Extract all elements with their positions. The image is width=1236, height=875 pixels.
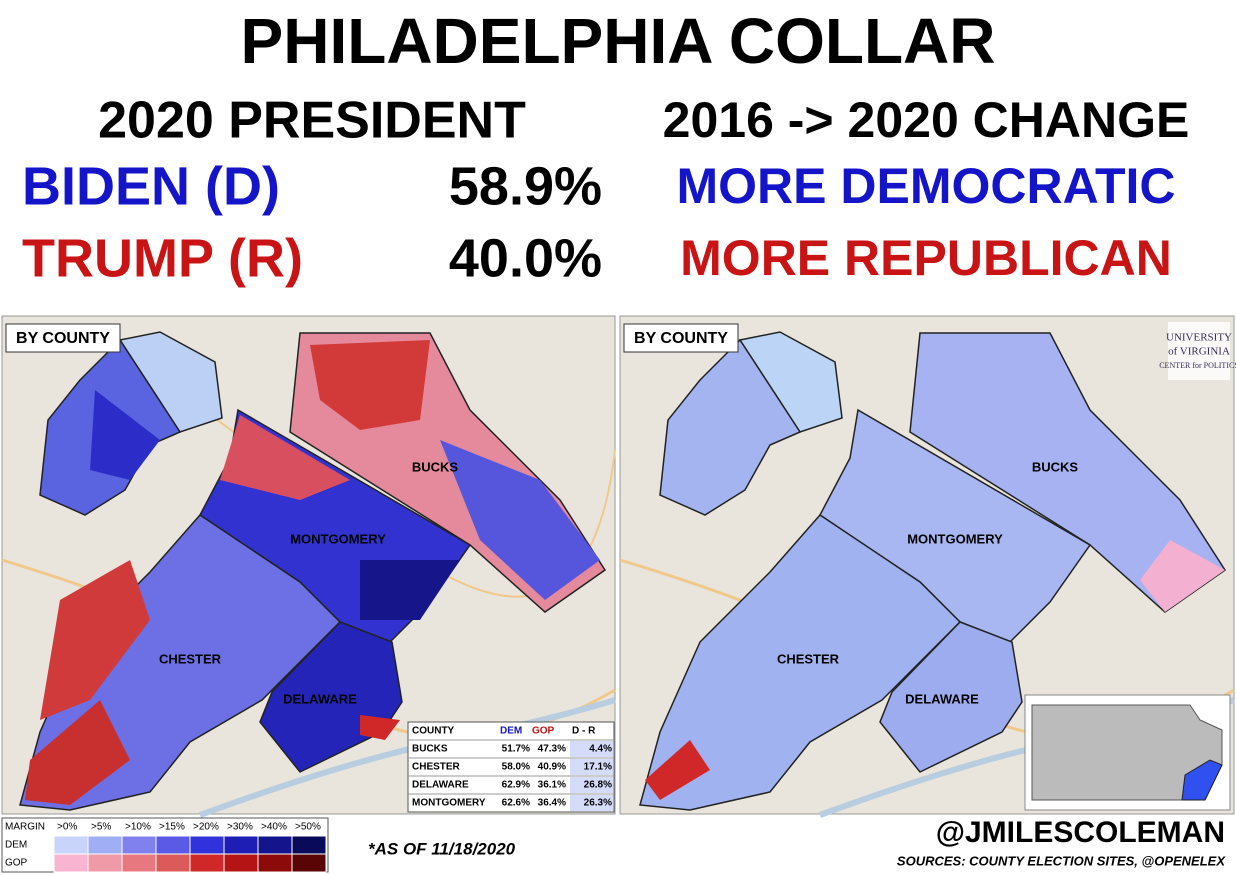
map-label: BY COUNTY xyxy=(634,330,728,347)
table-cell-bg xyxy=(570,741,613,757)
table-header: COUNTY xyxy=(412,726,455,737)
legend-row-label: GOP xyxy=(5,858,28,869)
table-header: GOP xyxy=(532,726,555,737)
precinct-shape xyxy=(90,390,160,480)
precinct-shape xyxy=(310,340,430,430)
candidate-name: BIDEN (D) xyxy=(22,156,280,216)
precinct-shape xyxy=(1140,540,1225,612)
legend-threshold: >15% xyxy=(159,822,185,833)
table-cell: 62.9% xyxy=(502,780,530,791)
legend-swatch xyxy=(121,853,157,873)
logo-text: of VIRGINIA xyxy=(1168,346,1230,358)
credit: @JMILESCOLEMAN xyxy=(936,816,1225,849)
table-cell-bg xyxy=(570,759,613,775)
precinct-shape xyxy=(360,715,400,740)
legend-swatch xyxy=(121,835,157,855)
logo-text: CENTER for POLITICS xyxy=(1159,361,1236,370)
county-name: CHESTER xyxy=(159,651,222,666)
vote-share: 58.9% xyxy=(449,156,602,216)
legend-swatch xyxy=(257,835,293,855)
precinct-shape xyxy=(40,560,150,720)
precinct-shape xyxy=(360,560,460,620)
county-name: BUCKS xyxy=(1032,459,1079,474)
table-cell: 36.1% xyxy=(538,780,566,791)
precinct-shape xyxy=(220,415,350,500)
table-cell: 51.7% xyxy=(502,744,530,755)
legend-swatch xyxy=(53,853,89,873)
table-cell: 26.8% xyxy=(584,780,612,791)
legend-swatch xyxy=(189,835,225,855)
legend-swatch xyxy=(223,853,259,873)
table-cell: 40.9% xyxy=(538,762,566,773)
table-cell: 4.4% xyxy=(589,744,612,755)
map-label-box xyxy=(623,323,739,353)
county-shape xyxy=(659,338,802,516)
legend-swatch xyxy=(291,835,327,855)
table-header: DEM xyxy=(500,726,522,737)
legend-threshold: >20% xyxy=(193,822,219,833)
legend-swatch xyxy=(257,853,293,873)
legend-swatch xyxy=(87,835,123,855)
table-cell-bg xyxy=(570,777,613,793)
legend-threshold: >40% xyxy=(261,822,287,833)
title: PHILADELPHIA COLLAR xyxy=(241,5,996,77)
legend-threshold: >10% xyxy=(125,822,151,833)
inset-highlight xyxy=(1181,759,1223,801)
vote-share: 40.0% xyxy=(449,228,602,288)
legend-threshold: >50% xyxy=(295,822,321,833)
table-cell: CHESTER xyxy=(412,762,461,773)
legend-swatch xyxy=(291,853,327,873)
table-header: D - R xyxy=(572,726,596,737)
footnote: *AS OF 11/18/2020 xyxy=(368,839,516,858)
map-label-box xyxy=(5,323,121,353)
inset-state xyxy=(1031,704,1223,801)
table-cell: 47.3% xyxy=(538,744,566,755)
legend-row-label: DEM xyxy=(5,840,27,851)
map-panel-right xyxy=(619,315,1235,818)
change-label: MORE DEMOCRATIC xyxy=(676,158,1175,214)
legend-swatch xyxy=(223,835,259,855)
table-cell: 36.4% xyxy=(538,798,566,809)
county-name: DELAWARE xyxy=(905,691,979,706)
precinct-shape xyxy=(440,440,600,600)
legend-swatch xyxy=(155,835,191,855)
county-name: BUCKS xyxy=(412,459,459,474)
legend-swatch xyxy=(189,853,225,873)
legend-swatch xyxy=(87,853,123,873)
sources: SOURCES: COUNTY ELECTION SITES, @OPENELE… xyxy=(897,853,1226,868)
candidate-name: TRUMP (R) xyxy=(22,228,303,288)
heading: 2016 -> 2020 CHANGE xyxy=(663,92,1190,148)
county-name: CHESTER xyxy=(777,651,840,666)
county-shape xyxy=(879,621,1023,773)
change-label: MORE REPUBLICAN xyxy=(680,230,1172,286)
legend-swatch xyxy=(155,853,191,873)
content: PHILADELPHIA COLLAR 2020 PRESIDENT 2016 ->… xyxy=(1,5,1236,873)
legend-threshold: >30% xyxy=(227,822,253,833)
county-name: MONTGOMERY xyxy=(907,531,1003,546)
table-cell-bg xyxy=(570,795,613,811)
table-cell: DELAWARE xyxy=(412,780,469,791)
heading: 2020 PRESIDENT xyxy=(98,92,526,150)
county-name: DELAWARE xyxy=(283,691,357,706)
precinct-shape xyxy=(25,700,130,805)
legend-header: MARGIN xyxy=(5,822,45,833)
table-cell: 17.1% xyxy=(584,762,612,773)
logo-text: UNIVERSITY xyxy=(1166,332,1232,344)
county-shape xyxy=(639,514,962,811)
map-label: BY COUNTY xyxy=(16,330,110,347)
legend-swatch xyxy=(53,835,89,855)
map-panel-left xyxy=(1,315,616,818)
table-cell: MONTGOMERY xyxy=(412,798,486,809)
table-cell: 58.0% xyxy=(502,762,530,773)
logo-box xyxy=(1168,322,1230,380)
county-name: MONTGOMERY xyxy=(290,531,386,546)
table-cell: BUCKS xyxy=(412,744,448,755)
table-cell: 62.6% xyxy=(502,798,530,809)
precinct-shape xyxy=(645,740,710,800)
legend-threshold: >5% xyxy=(91,822,111,833)
legend-threshold: >0% xyxy=(57,822,77,833)
table-cell: 26.3% xyxy=(584,798,612,809)
